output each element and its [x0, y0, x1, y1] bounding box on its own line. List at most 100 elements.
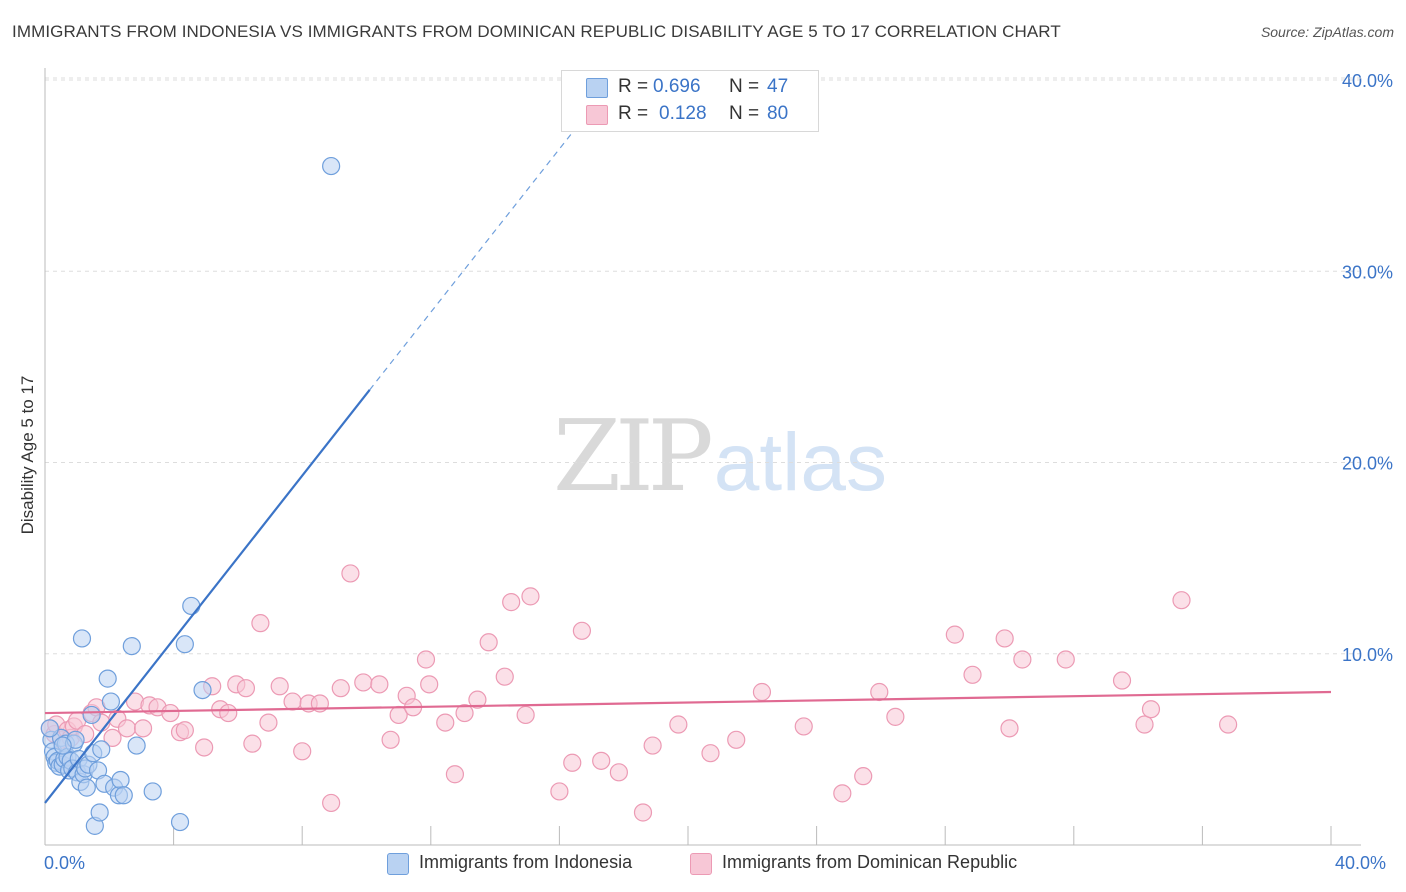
indonesia-point: [111, 770, 130, 790]
dominican-point: [370, 675, 389, 694]
dominican-point: [161, 703, 180, 723]
n-label: N =: [729, 103, 760, 124]
dominican-point: [133, 719, 153, 738]
dominican-point: [103, 728, 122, 748]
legend-label: Immigrants from Indonesia: [419, 852, 633, 872]
indonesia-point: [182, 596, 201, 616]
dominican-point: [1172, 591, 1191, 610]
dominican-point: [420, 675, 439, 694]
dominican-point: [854, 767, 873, 786]
dominican-point: [1056, 650, 1075, 669]
dominican-point: [455, 703, 474, 723]
r-label: R =: [618, 76, 649, 97]
dominican-point: [195, 738, 214, 757]
dominican-point: [886, 707, 905, 726]
dominican-point: [521, 587, 540, 606]
indonesia-trendline-extension: [369, 115, 586, 391]
n-value: 80: [767, 103, 789, 124]
stats-legend: R = 0.696 N = 47 R = 0.128 N = 80: [561, 70, 819, 132]
dominican-point: [727, 730, 746, 749]
indonesia-point: [322, 156, 341, 176]
indonesia-point: [53, 736, 72, 755]
indonesia-point: [114, 786, 133, 805]
dominican-point: [609, 763, 628, 782]
dominican-point: [381, 730, 400, 749]
dominican-swatch: [586, 105, 608, 125]
dominican-point: [445, 765, 465, 784]
legend-label: Immigrants from Dominican Republic: [722, 852, 1018, 872]
dominican-point: [117, 719, 137, 738]
dominican-swatch: [690, 853, 712, 875]
dominican-point: [643, 736, 662, 755]
indonesia-swatch: [586, 78, 608, 98]
indonesia-point: [92, 740, 111, 759]
dominican-point: [550, 782, 569, 801]
dominican-point: [341, 564, 360, 583]
dominican-point: [870, 682, 889, 702]
dominican-point: [219, 703, 238, 723]
y-tick-label: 30.0%: [1342, 262, 1393, 282]
dominican-point: [243, 734, 262, 753]
dominican-point: [1141, 700, 1161, 719]
dominican-point: [175, 721, 194, 740]
dominican-point: [416, 650, 436, 669]
indonesia-point: [101, 692, 121, 711]
dominican-point: [236, 679, 256, 698]
dominican-point: [270, 677, 289, 696]
y-tick-label: 40.0%: [1342, 71, 1393, 91]
dominican-trendline: [44, 690, 1332, 715]
dominican-point: [633, 803, 653, 822]
dominican-point: [251, 614, 270, 633]
dominican-point: [354, 673, 373, 692]
x-tick-label-min: 0.0%: [44, 853, 86, 873]
indonesia-point: [143, 782, 162, 801]
dominican-point: [563, 753, 582, 772]
y-tick-label: 20.0%: [1342, 454, 1393, 474]
indonesia-point: [98, 669, 117, 688]
dominican-point: [1219, 715, 1238, 734]
x-tick-label-max: 40.0%: [1335, 853, 1387, 873]
dominican-point: [833, 784, 852, 803]
y-tick-label: 10.0%: [1342, 645, 1393, 665]
source-credit: Source: ZipAtlas.com: [1260, 24, 1394, 40]
r-label: R =: [618, 103, 649, 124]
dominican-point: [516, 705, 535, 725]
dominican-point: [502, 593, 521, 612]
dominican-point: [322, 793, 341, 813]
dominican-point: [701, 744, 720, 763]
indonesia-point: [77, 778, 96, 797]
dominican-point: [592, 751, 611, 770]
indonesia-point: [127, 736, 146, 755]
n-value: 47: [767, 76, 789, 97]
dominican-point: [963, 665, 982, 684]
r-value: 0.128: [659, 103, 707, 124]
dominican-point: [752, 682, 772, 702]
dominican-point: [669, 715, 688, 734]
dominican-point: [1112, 671, 1132, 690]
indonesia-point: [193, 680, 212, 700]
dominican-point: [293, 742, 312, 761]
y-axis-label: Disability Age 5 to 17: [18, 375, 37, 535]
n-label: N =: [729, 76, 760, 97]
dominican-point: [1013, 650, 1032, 669]
chart-title: IMMIGRANTS FROM INDONESIA VS IMMIGRANTS …: [12, 22, 1061, 41]
indonesia-point: [170, 812, 190, 832]
indonesia-trendline: [44, 389, 371, 804]
dominican-point: [1135, 715, 1154, 734]
r-value: 0.696: [653, 76, 701, 97]
watermark-zip: ZIP: [553, 400, 714, 514]
indonesia-point: [90, 803, 109, 822]
dominican-point: [794, 717, 813, 736]
dominican-point: [331, 679, 350, 698]
dominican-point: [572, 621, 592, 640]
indonesia-point: [122, 636, 141, 656]
indonesia-point: [72, 629, 92, 648]
indonesia-point: [40, 719, 59, 738]
dominican-point: [495, 667, 514, 686]
watermark: ZIPatlas: [553, 400, 887, 514]
dominican-point: [468, 690, 487, 709]
indonesia-swatch: [387, 853, 409, 875]
dominican-point: [259, 713, 278, 732]
dominican-point: [1000, 719, 1019, 738]
